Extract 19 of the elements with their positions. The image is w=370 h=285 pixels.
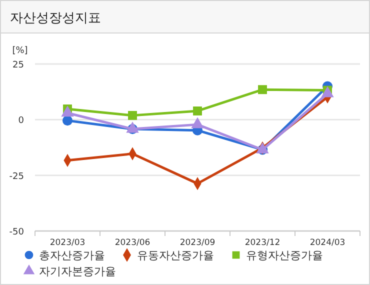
- y-tick-label: -25: [9, 172, 24, 182]
- x-tick-label: 2023/12: [244, 238, 280, 248]
- legend-label: 유동자산증가율: [137, 249, 214, 262]
- y-axis-title: [%]: [12, 46, 28, 56]
- point: [128, 110, 137, 120]
- x-tick-label: 2024/03: [310, 238, 346, 248]
- y-tick-label: -50: [9, 228, 24, 238]
- x-tick-label: 2023/03: [50, 238, 86, 248]
- legend-label: 총자산증가율: [39, 249, 105, 262]
- chart-title: 자산성장성지표: [10, 11, 101, 26]
- y-tick-label: 0: [18, 116, 24, 126]
- y-tick-label: 25: [12, 60, 24, 70]
- point: [62, 116, 73, 126]
- legend-label: 자기자본증가율: [39, 265, 116, 278]
- x-tick-label: 2023/09: [180, 238, 216, 248]
- point: [193, 106, 202, 116]
- x-tick-label: 2023/06: [114, 238, 150, 248]
- point: [258, 85, 267, 94]
- legend-label: 유형자산증가율: [246, 249, 323, 262]
